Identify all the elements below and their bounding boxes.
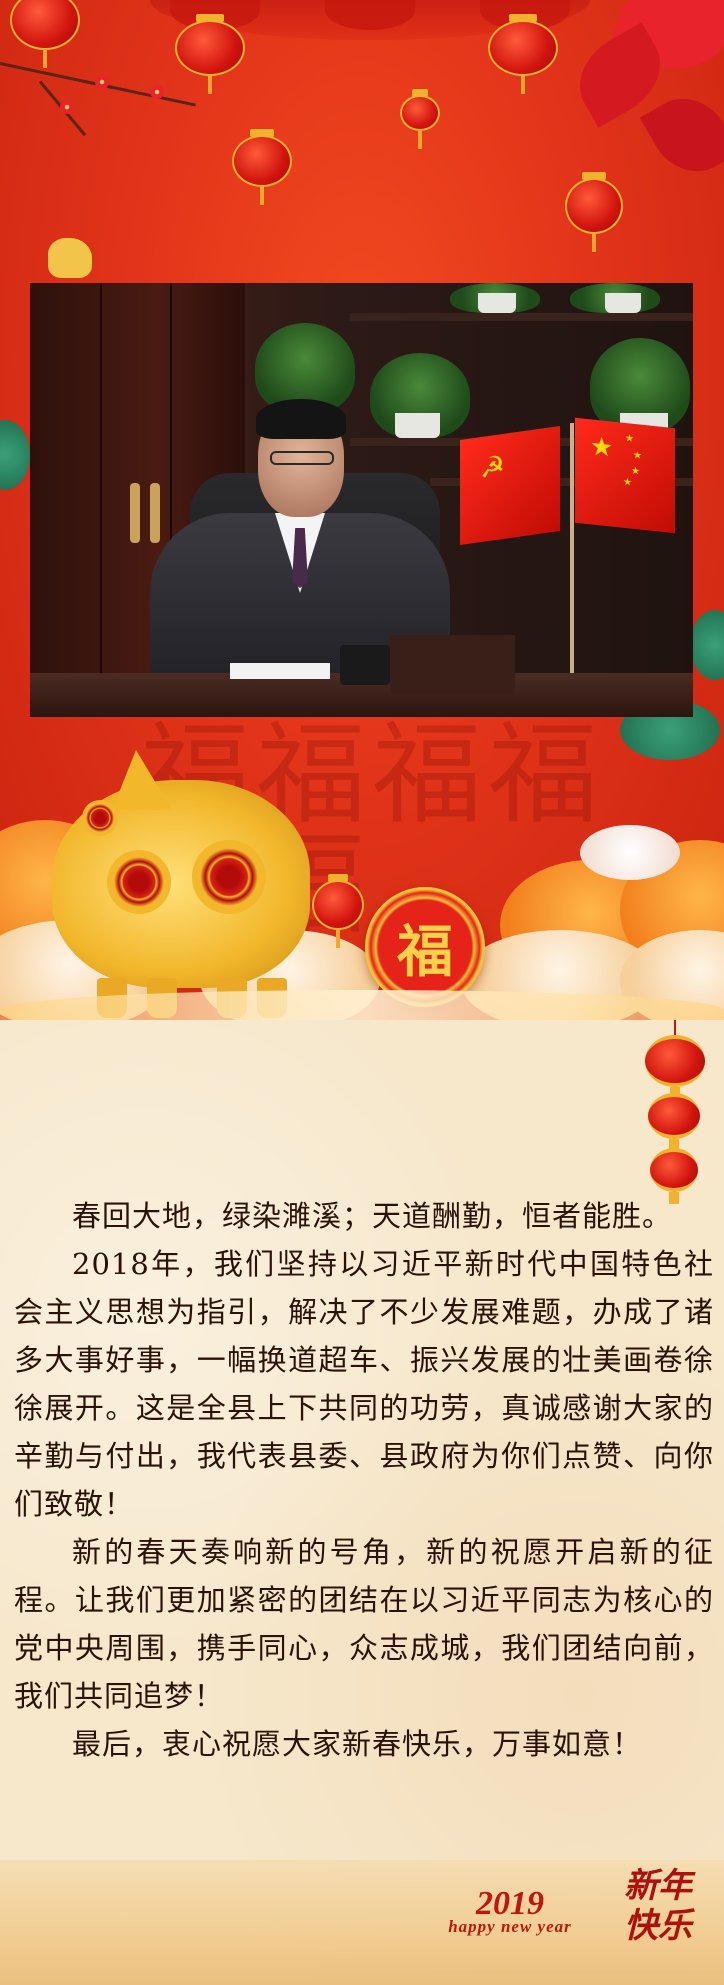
notebook <box>230 663 330 679</box>
plant-pot <box>478 293 516 313</box>
letter-paragraph: 最后，衷心祝愿大家新春快乐，万事如意！ <box>72 1727 643 1761</box>
flag-pole <box>570 423 574 673</box>
tie <box>292 528 308 588</box>
pine-tree-icon <box>0 420 30 490</box>
new-year-calligraphy: 新年快乐 <box>624 1866 692 1946</box>
letter-paragraph: 春回大地，绿染濉溪；天道酬勤，恒者能胜。 <box>72 1199 673 1233</box>
letter-background <box>0 1020 724 1985</box>
shelf <box>350 313 693 321</box>
plum-blossom-icon <box>60 100 74 114</box>
pine-tree-icon <box>690 610 724 680</box>
pen-holder <box>340 645 390 685</box>
lantern-icon <box>565 172 623 252</box>
lantern-icon <box>232 129 292 205</box>
door-handle <box>130 483 140 543</box>
party-flag-icon: ☭ <box>460 425 560 546</box>
year-text: 2019 <box>476 1885 544 1922</box>
plant-pot <box>605 293 641 313</box>
petal-decoration <box>639 82 724 188</box>
national-flag-icon: ★ ★ ★ ★ ★ <box>575 417 675 534</box>
gold-ornament-icon <box>48 238 92 278</box>
hair <box>256 399 346 439</box>
desk-box <box>390 635 515 695</box>
golden-pig-icon <box>52 750 310 1018</box>
lantern-icon <box>312 874 364 948</box>
plant <box>255 323 355 413</box>
shelf <box>430 478 693 486</box>
cloud-icon <box>580 825 680 880</box>
plum-blossom-icon <box>95 75 109 89</box>
lantern-icon <box>400 89 440 149</box>
greeting-letter: 春回大地，绿染濉溪；天道酬勤，恒者能胜。 2018年，我们坚持以习近平新时代中国… <box>14 1192 714 1768</box>
lantern-icon <box>648 1093 700 1151</box>
gold-bottom-strip <box>0 1860 724 1985</box>
lantern-icon <box>175 14 245 94</box>
lantern-icon <box>645 1035 705 1099</box>
glasses <box>270 451 334 465</box>
letter-paragraph: 2018年，我们坚持以习近平新时代中国特色社会主义思想为指引，解决了不少发展难题… <box>14 1247 714 1521</box>
gold-curve <box>0 990 724 1020</box>
lantern-icon <box>488 14 558 94</box>
lantern-icon <box>10 0 80 68</box>
portrait-photo: ☭ ★ ★ ★ ★ ★ <box>30 283 693 717</box>
plant-pot <box>395 413 440 438</box>
happy-new-year-text: happy new year <box>448 1917 572 1936</box>
curtain-fold <box>325 0 415 30</box>
plum-blossom-icon <box>150 85 164 99</box>
fu-seal-icon: 福 <box>365 887 485 1007</box>
year-signature: 2019 happy new year <box>410 1885 610 1937</box>
lantern-icon <box>650 1148 698 1204</box>
door-handle <box>150 483 160 543</box>
letter-paragraph: 新的春天奏响新的号角，新的祝愿开启新的征程。让我们更加紧密的团结在以习近平同志为… <box>14 1535 714 1713</box>
